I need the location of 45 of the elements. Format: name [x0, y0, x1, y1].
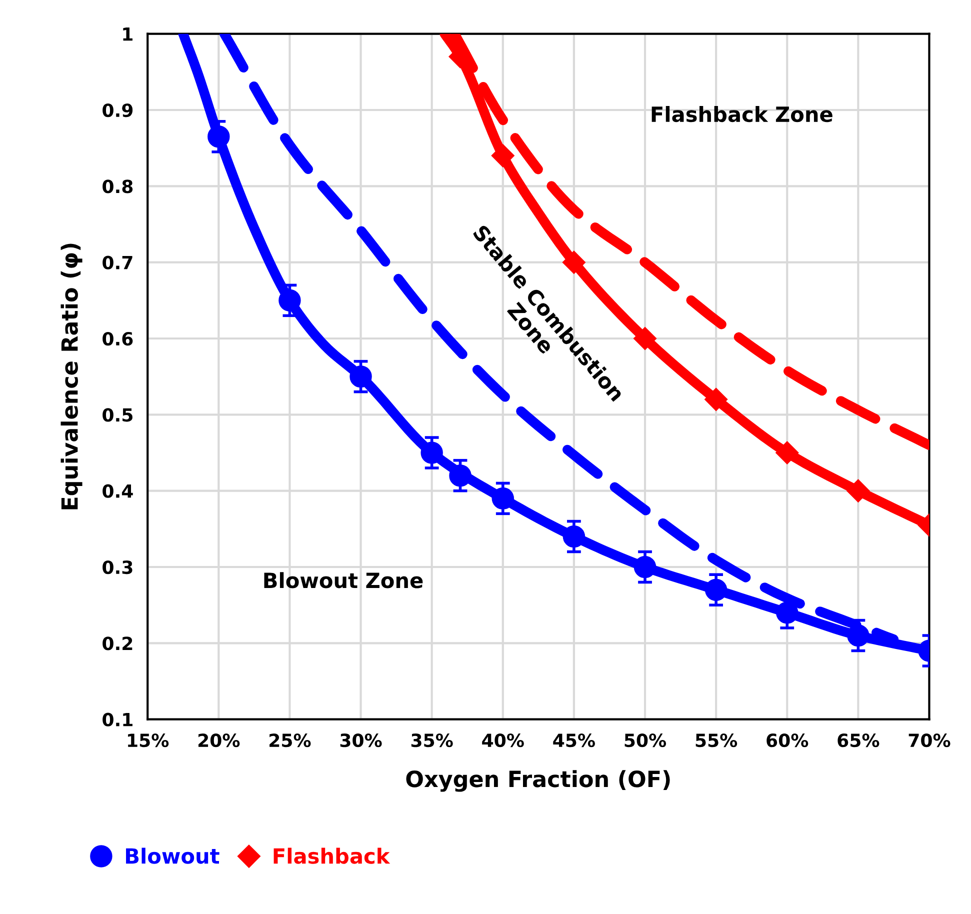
annotation: Flashback Zone — [652, 106, 832, 122]
y-tick-label: 0.3 — [102, 560, 132, 574]
legend-label: Flashback — [274, 848, 390, 864]
point — [634, 556, 656, 578]
point — [704, 578, 728, 601]
annotation: Blowout Zone — [264, 572, 423, 588]
point — [847, 624, 870, 647]
x-tick-label: 15% — [128, 734, 169, 748]
point — [776, 602, 798, 624]
y-tick-label: 0.6 — [102, 332, 133, 346]
point — [491, 144, 514, 168]
point — [350, 365, 372, 388]
x-tick-label: 60% — [766, 734, 808, 748]
point — [562, 250, 586, 274]
y-axis-title: Equivalence Ratio (φ) — [60, 244, 82, 510]
y-tick-label: 1 — [123, 28, 132, 41]
point — [420, 442, 443, 464]
y-tick-label: 0.9 — [102, 103, 133, 118]
y-tick-label: 0.2 — [102, 636, 132, 650]
x-tick-label: 30% — [340, 734, 382, 748]
y-tick-label: 0.5 — [102, 408, 132, 422]
point — [208, 126, 230, 148]
point — [846, 479, 870, 502]
point — [776, 441, 799, 464]
point — [278, 289, 301, 312]
y-tick-label: 0.1 — [102, 712, 132, 726]
x-tick-label: 25% — [270, 734, 311, 748]
point — [562, 525, 586, 548]
y-tick-label: 0.7 — [102, 256, 132, 270]
y-tick-label: 0.4 — [102, 484, 133, 498]
legend-label: Blowout — [126, 848, 220, 864]
x-tick-label: 20% — [198, 734, 240, 748]
point — [704, 388, 728, 411]
point — [492, 487, 514, 510]
point — [634, 326, 657, 350]
x-tick-label: 40% — [482, 734, 524, 748]
x-tick-label: 45% — [553, 734, 595, 748]
y-tick-label: 0.8 — [102, 180, 133, 194]
x-tick-label: 35% — [411, 734, 453, 748]
point — [449, 464, 472, 487]
x-tick-label: 50% — [624, 734, 666, 748]
x-tick-label: 65% — [838, 734, 880, 748]
x-tick-label: 55% — [696, 734, 738, 748]
x-axis-title: Oxygen Fraction (OF) — [406, 770, 670, 792]
x-tick-label: 70% — [908, 734, 950, 748]
